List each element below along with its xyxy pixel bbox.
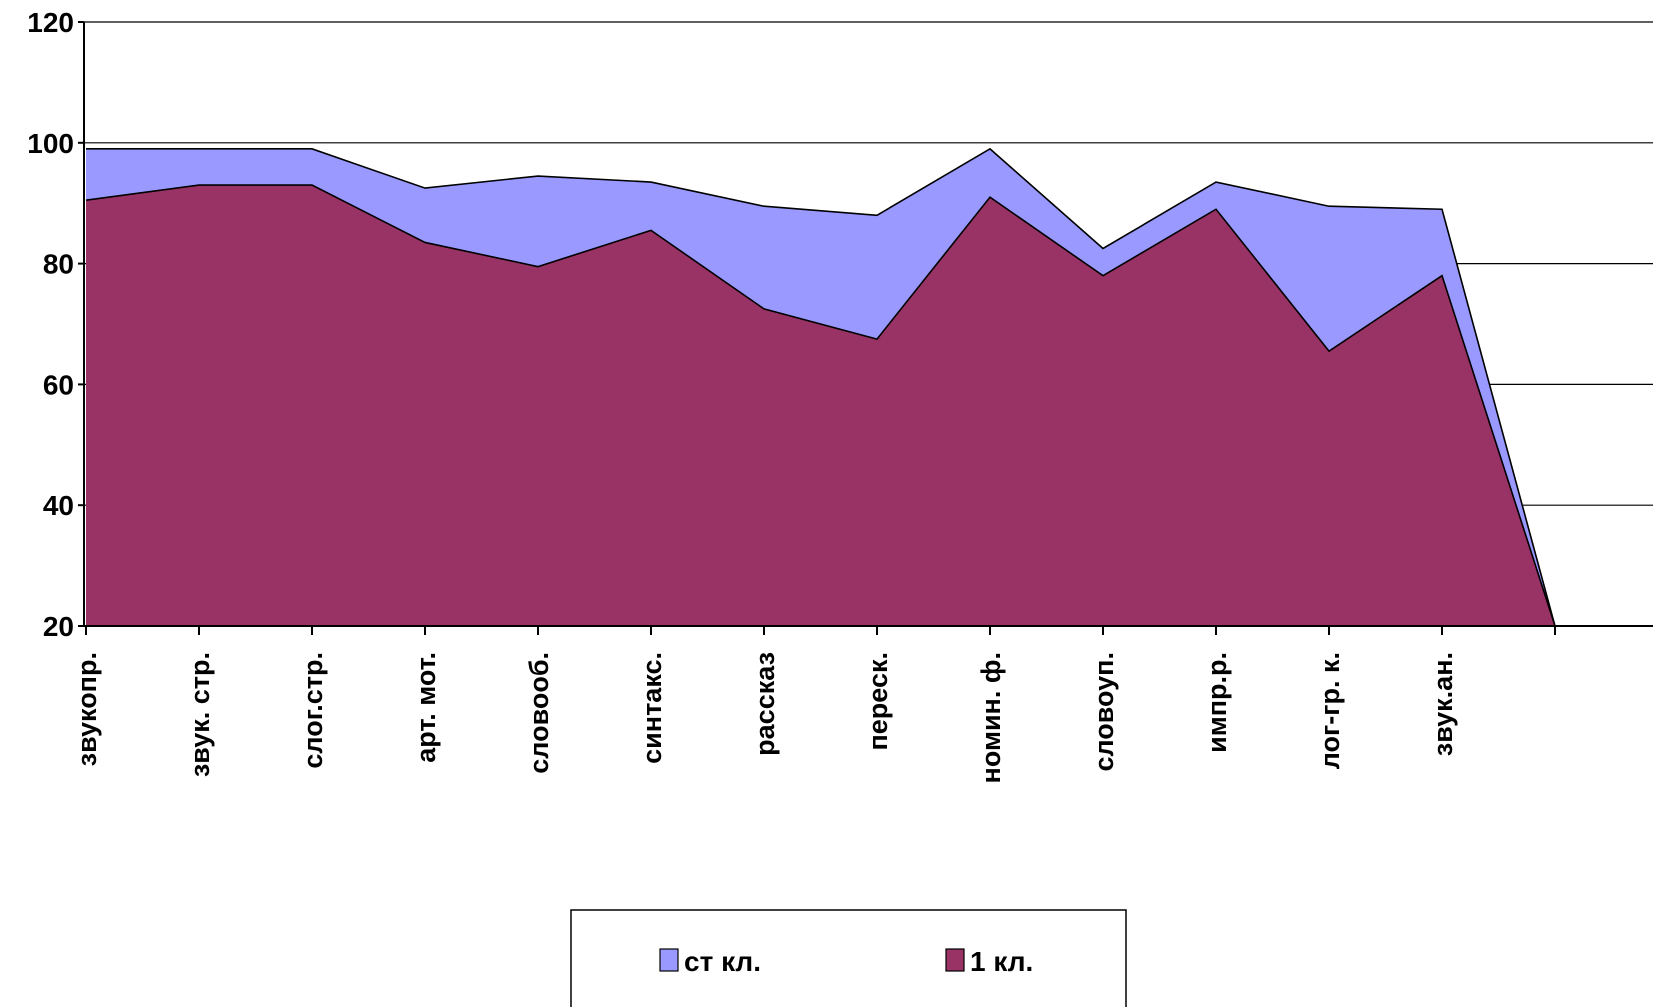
x-tick-label-1: звук. стр. (185, 652, 215, 777)
x-tick-label-12: звук.ан. (1428, 652, 1458, 756)
y-tick-label-100: 100 (27, 128, 74, 159)
x-axis-ticks: звукопр. звук. стр. слог.стр. арт. мот. слов… (72, 626, 1556, 783)
x-tick-label-11: лог-гр. к. (1315, 652, 1345, 769)
y-tick-label-40: 40 (43, 490, 74, 521)
area-outline-series-2 (85, 184, 1556, 627)
legend-label-1: ст кл. (684, 946, 761, 977)
x-tick-label-8: номин. ф. (976, 652, 1006, 783)
x-tick-label-4: словооб. (524, 652, 554, 774)
x-tick-label-9: словоуп. (1089, 652, 1119, 772)
legend: ст кл. 1 кл. (570, 909, 1127, 1007)
area-outline-series-1 (86, 147, 1556, 627)
y-tick-label-60: 60 (43, 369, 74, 400)
area-series (85, 147, 1556, 627)
y-tick-label-120: 120 (27, 7, 74, 38)
x-tick-label-3: арт. мот. (411, 652, 441, 763)
legend-swatch-2 (945, 948, 965, 972)
y-axis-ticks: 20 40 60 80 100 120 (27, 7, 84, 642)
legend-swatch-1 (659, 948, 679, 972)
x-tick-label-2: слог.стр. (298, 652, 328, 769)
y-tick-label-80: 80 (43, 249, 74, 280)
axes (83, 22, 1653, 627)
x-tick-label-7: переск. (863, 652, 893, 751)
x-tick-label-10: импр.р. (1202, 652, 1232, 753)
x-tick-label-0: звукопр. (72, 652, 102, 766)
legend-box (570, 909, 1127, 1007)
x-tick-label-6: рассказ (750, 652, 780, 756)
area-series-2 (86, 185, 1555, 626)
y-tick-label-20: 20 (43, 611, 74, 642)
x-tick-label-5: синтакс. (637, 652, 667, 764)
legend-label-2: 1 кл. (970, 946, 1033, 977)
